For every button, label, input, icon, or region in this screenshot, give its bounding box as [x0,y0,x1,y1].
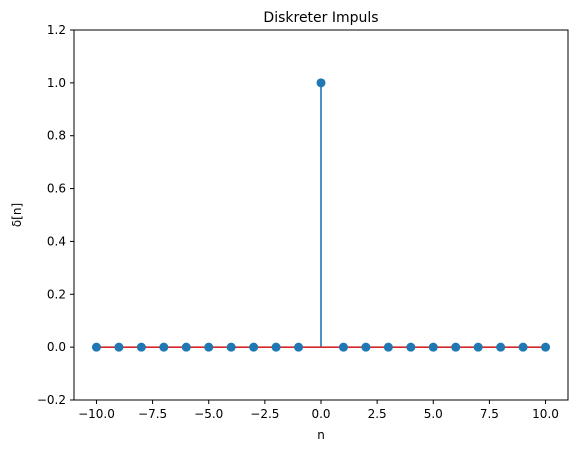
x-tick-label: 7.5 [480,407,499,421]
data-point [249,343,258,352]
y-axis-label: δ[n] [10,203,24,227]
data-point [137,343,146,352]
chart-title: Diskreter Impuls [263,10,378,26]
x-tick-label: −5.0 [194,407,223,421]
y-tick-label: −0.2 [37,393,66,407]
y-tick-label: 0.0 [47,340,66,354]
x-tick-label: −2.5 [250,407,279,421]
data-point [429,343,438,352]
data-point [496,343,505,352]
data-point [474,343,483,352]
data-point [384,343,393,352]
data-point [406,343,415,352]
data-point [541,343,550,352]
data-point [272,343,281,352]
data-point [182,343,191,352]
data-point [204,343,213,352]
data-point [92,343,101,352]
data-point [159,343,168,352]
y-tick-label: 0.4 [47,234,66,248]
data-point [451,343,460,352]
x-tick-label: 2.5 [368,407,387,421]
y-tick-label: 1.2 [47,23,66,37]
x-tick-label: −7.5 [138,407,167,421]
data-point [114,343,123,352]
data-point [227,343,236,352]
data-point [339,343,348,352]
y-tick-label: 1.0 [47,76,66,90]
x-axis-label: n [317,428,325,442]
data-point [361,343,370,352]
x-tick-label: −10.0 [78,407,115,421]
x-tick-label: 10.0 [532,407,559,421]
x-tick-label: 5.0 [424,407,443,421]
y-tick-label: 0.6 [47,182,66,196]
data-point [519,343,528,352]
x-tick-label: 0.0 [311,407,330,421]
data-point [317,78,326,87]
data-point [294,343,303,352]
x-axis-ticks: −10.0 −7.5 −5.0 −2.5 0.0 2.5 5.0 7.5 10.0 [78,400,559,421]
y-tick-label: 0.8 [47,129,66,143]
y-axis-ticks: −0.2 0.0 0.2 0.4 0.6 0.8 1.0 1.2 [37,23,74,407]
y-tick-label: 0.2 [47,287,66,301]
